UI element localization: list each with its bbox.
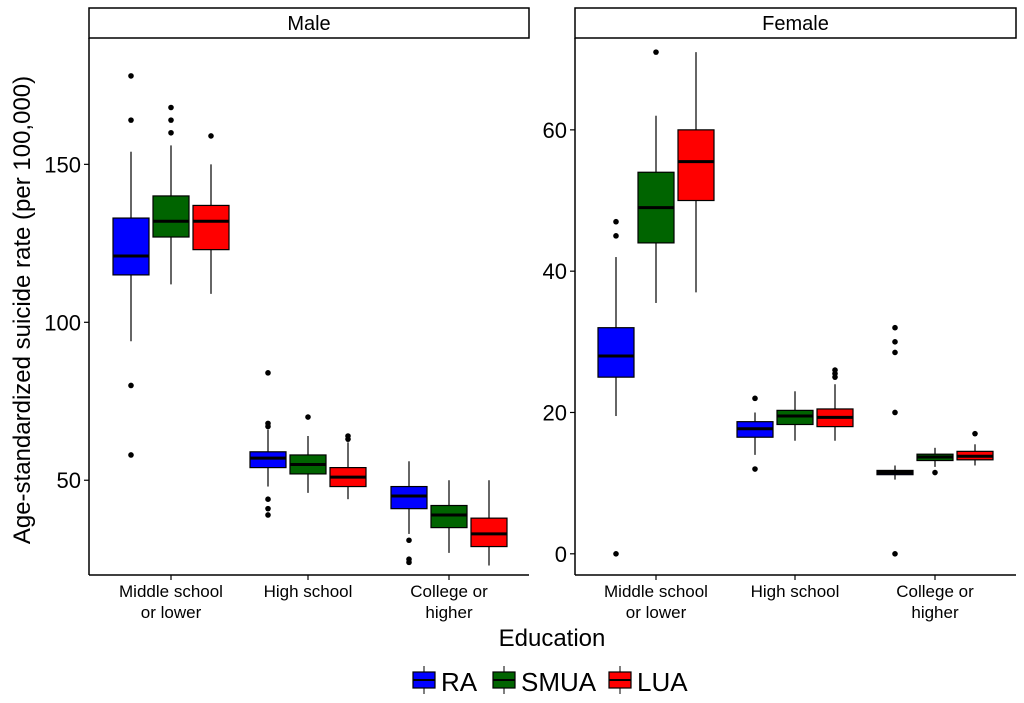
- outlier-point: [128, 382, 134, 389]
- x-tick-label: higher: [911, 603, 959, 622]
- outlier-point: [305, 414, 311, 420]
- y-tick-label: 50: [57, 468, 81, 493]
- panel-title: Female: [762, 13, 829, 35]
- box-body: [597, 327, 635, 378]
- legend-label: LUA: [637, 667, 688, 697]
- box-body: [152, 195, 190, 238]
- outlier-point: [168, 129, 174, 136]
- x-tick-label: higher: [425, 603, 473, 622]
- outlier-point: [613, 551, 619, 557]
- outlier-point: [345, 436, 351, 442]
- legend-item-lua: LUA: [608, 666, 688, 697]
- box-lua: [470, 480, 508, 566]
- y-tick-label: 150: [44, 152, 81, 177]
- box-body: [249, 451, 287, 469]
- panel-strip: [88, 7, 530, 39]
- box-body: [192, 204, 230, 251]
- x-tick-label: College or: [896, 582, 974, 601]
- panel-title: Male: [287, 13, 330, 35]
- outlier-point: [752, 395, 758, 402]
- outlier-point: [613, 218, 619, 225]
- box-ra: [876, 324, 914, 557]
- outlier-point: [752, 466, 758, 472]
- outlier-point: [892, 349, 898, 356]
- legend-item-ra: RA: [412, 666, 478, 697]
- outlier-point: [892, 551, 898, 557]
- box-ra: [249, 370, 287, 518]
- outlier-point: [265, 512, 271, 518]
- x-tick-label: High school: [264, 582, 353, 601]
- outlier-point: [265, 370, 271, 376]
- y-tick-label: 60: [543, 118, 567, 143]
- y-tick-label: 0: [555, 542, 567, 567]
- outlier-point: [932, 469, 938, 476]
- outlier-point: [972, 430, 978, 437]
- panel-male: Male 50 100 150 Middle school or lower High sc…: [44, 7, 530, 622]
- box-lua: [677, 52, 715, 293]
- box-lua: [816, 367, 854, 441]
- box-lua: [192, 133, 230, 294]
- x-axis-title: Education: [499, 625, 606, 652]
- panel-strip: [574, 7, 1017, 39]
- x-tick-label: or lower: [141, 603, 202, 622]
- y-tick-label: 40: [543, 259, 567, 284]
- legend-label: SMUA: [521, 667, 597, 697]
- outlier-point: [128, 452, 134, 458]
- box-smua: [637, 49, 675, 303]
- outlier-point: [613, 233, 619, 239]
- outlier-point: [892, 409, 898, 416]
- outlier-point: [128, 117, 134, 123]
- outlier-point: [406, 537, 412, 544]
- box-body: [677, 129, 715, 202]
- box-body: [390, 485, 428, 510]
- box-body: [430, 504, 468, 529]
- outlier-point: [406, 559, 412, 566]
- x-tick-label: Middle school: [119, 582, 223, 601]
- box-smua: [152, 104, 190, 285]
- outlier-point: [892, 324, 898, 331]
- legend-label: RA: [441, 667, 478, 697]
- box-smua: [289, 414, 327, 493]
- outlier-point: [128, 73, 134, 79]
- box-ra: [597, 218, 635, 557]
- box-lua: [956, 430, 994, 466]
- box-smua: [776, 391, 814, 441]
- outlier-point: [265, 423, 271, 430]
- box-ra: [736, 395, 774, 472]
- legend-item-smua: SMUA: [492, 666, 597, 697]
- x-tick-label: High school: [751, 582, 840, 601]
- box-smua: [916, 447, 954, 476]
- outlier-point: [892, 339, 898, 345]
- box-body: [112, 217, 150, 276]
- y-tick-label: 100: [44, 310, 81, 335]
- outlier-point: [832, 374, 838, 380]
- box-smua: [430, 480, 468, 553]
- box-lua: [329, 433, 367, 500]
- panel-female: Female 0 20 40 60 Middle school or lower High s…: [543, 7, 1017, 622]
- outlier-point: [265, 496, 271, 502]
- box-body: [470, 517, 508, 548]
- y-tick-label: 20: [543, 400, 567, 425]
- outlier-point: [208, 133, 214, 139]
- outlier-point: [168, 104, 174, 111]
- x-tick-label: or lower: [626, 603, 687, 622]
- x-tick-label: Middle school: [604, 582, 708, 601]
- box-ra: [112, 73, 150, 458]
- box-ra: [390, 461, 428, 566]
- y-axis-title: Age-standardized suicide rate (per 100,0…: [9, 76, 36, 544]
- outlier-point: [265, 505, 271, 512]
- outlier-point: [168, 117, 174, 123]
- outlier-point: [653, 49, 659, 55]
- legend: RA SMUA LUA: [412, 666, 688, 697]
- x-tick-label: College or: [410, 582, 488, 601]
